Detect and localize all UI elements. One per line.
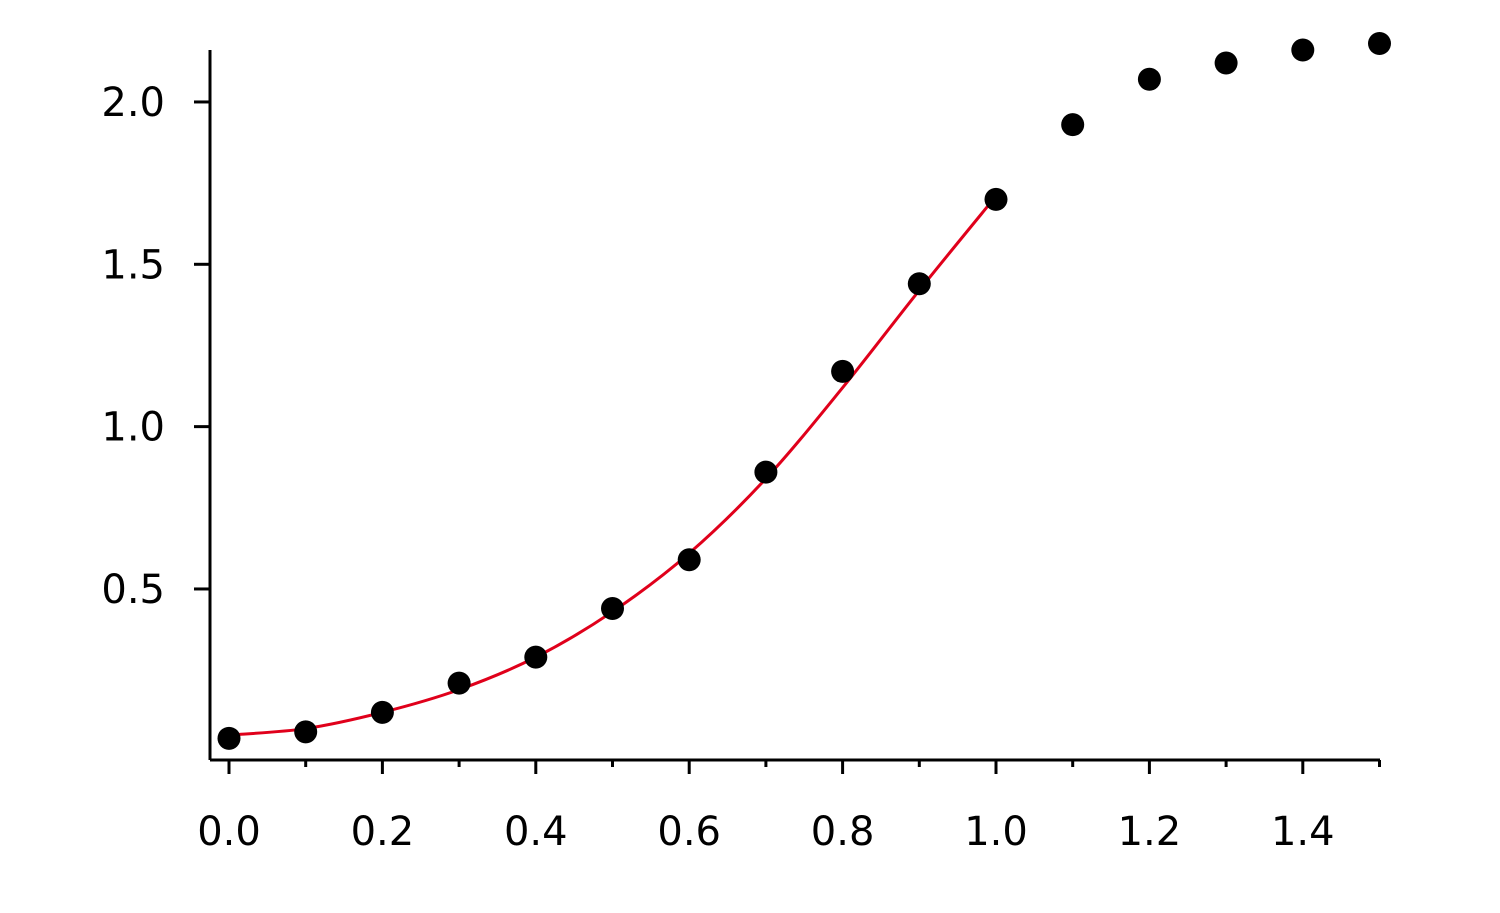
data-point — [1368, 32, 1391, 56]
data-point — [524, 645, 548, 669]
x-tick-label: 0.4 — [504, 809, 568, 855]
data-point — [907, 272, 931, 296]
data-point — [754, 460, 778, 484]
data-point — [294, 720, 318, 744]
data-point — [370, 700, 394, 724]
fit-lines — [228, 195, 998, 737]
axes — [208, 50, 1380, 762]
x-tick-label: 1.0 — [964, 809, 1028, 855]
data-point — [601, 596, 624, 620]
fit-curve — [228, 195, 998, 737]
data-point — [1137, 67, 1161, 91]
data-point — [447, 671, 471, 695]
data-points — [217, 32, 1391, 750]
data-point — [831, 359, 855, 383]
x-tick-label: 0.0 — [197, 809, 261, 855]
x-tick-label: 0.8 — [811, 809, 875, 855]
x-tick-label: 1.2 — [1118, 809, 1182, 855]
x-tick-label: 0.2 — [351, 809, 415, 855]
y-tick-label: 0.5 — [101, 567, 165, 613]
y-tick-label: 1.5 — [101, 242, 165, 288]
x-tick-label: 1.4 — [1271, 809, 1335, 855]
data-point — [1291, 38, 1315, 62]
y-tick-label: 1.0 — [101, 405, 165, 451]
data-point — [1061, 113, 1085, 137]
y-tick-label: 2.0 — [101, 80, 165, 126]
data-point — [217, 726, 241, 750]
x-tick-label: 0.6 — [657, 809, 721, 855]
ticks — [194, 100, 1381, 774]
data-point — [1214, 51, 1238, 75]
data-point — [677, 548, 701, 572]
data-point — [984, 187, 1008, 211]
tick-labels: 0.0 0.2 0.4 0.6 0.8 1.0 1.2 1.4 0.5 1.0 1.5 2.0 — [101, 80, 1334, 855]
